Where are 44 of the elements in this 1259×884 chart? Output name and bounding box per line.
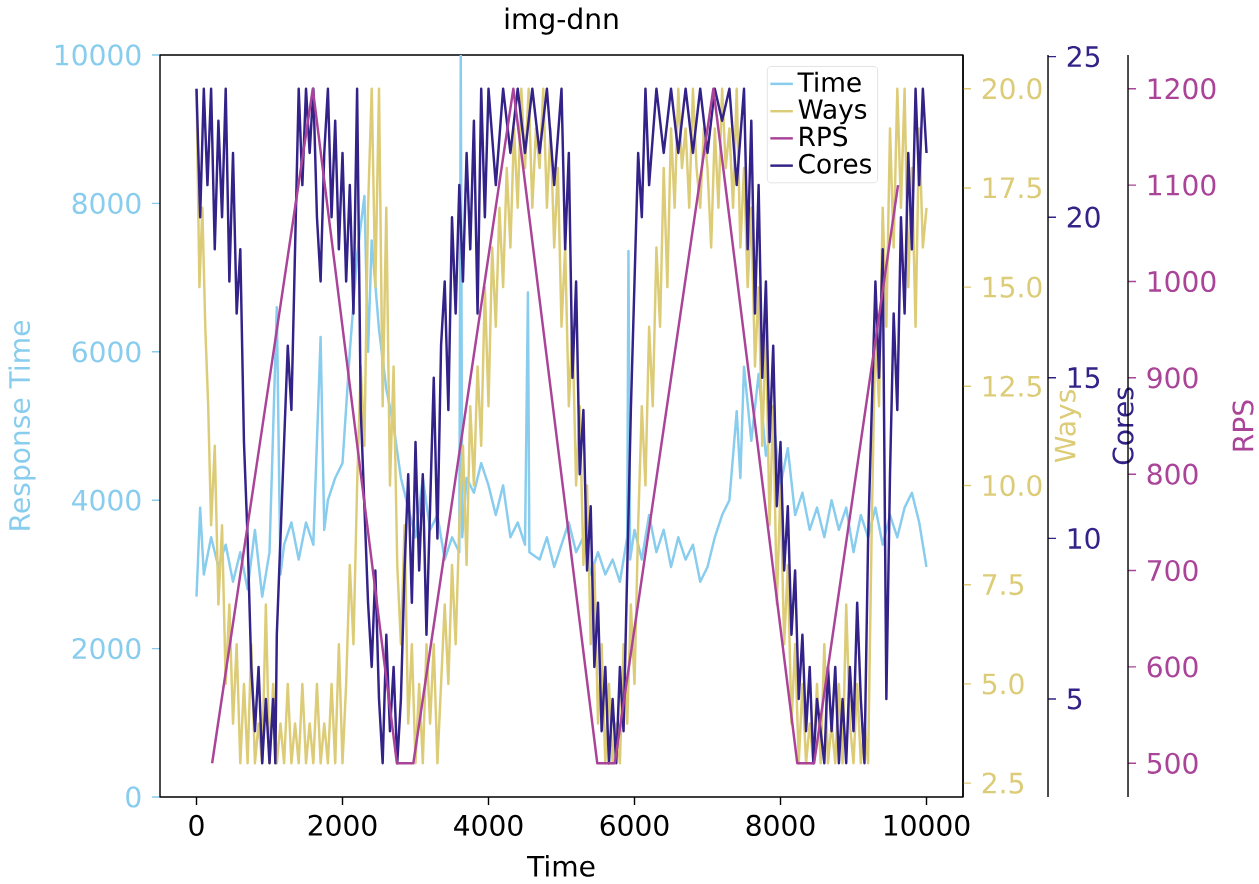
y2-tick-label: 12.5 [983, 375, 1041, 397]
legend-label: Cores [799, 153, 872, 174]
y3-axis-title: Cores [1112, 387, 1134, 465]
y-tick-label: 800 [1147, 463, 1198, 485]
y2-tick-label: 7.5 [983, 574, 1023, 596]
y-tick-label: 4000 [72, 489, 141, 511]
y-tick-label: 1200 [1148, 78, 1216, 100]
y-tick-label: 10000 [55, 44, 141, 66]
y2-axis-title: Ways [1054, 390, 1082, 463]
x-tick-label: 10000 [884, 814, 970, 836]
y-tick-label: 700 [1148, 559, 1198, 582]
y-tick-label: 600 [1147, 656, 1198, 678]
y3-tick-label: 20 [1067, 206, 1100, 228]
y-tick-label: 1000 [1148, 270, 1216, 293]
x-tick-label: 0 [189, 814, 204, 836]
legend-label: Ways [798, 99, 867, 125]
y-tick-label: 2000 [72, 637, 141, 660]
legend-label: Time [797, 71, 861, 93]
y-tick-label: 900 [1147, 367, 1198, 389]
chart-title: img-dnn [505, 7, 618, 35]
y-axis-title: Response Time [8, 321, 36, 530]
y2-tick-label: 5.0 [982, 673, 1024, 695]
x-tick-label: 4000 [454, 814, 523, 836]
y-tick-label: 1100 [1148, 174, 1216, 196]
y2-tick-label: 2.5 [982, 772, 1023, 794]
y3-tick-label: 15 [1068, 367, 1100, 389]
y3-tick-label: 25 [1067, 45, 1100, 68]
x-tick-label: 2000 [308, 814, 377, 836]
y-tick-label: 0 [126, 786, 141, 808]
text: RPS [1232, 400, 1254, 451]
x-tick-label: 8000 [746, 814, 815, 836]
x-tick-label: 6000 [600, 814, 669, 836]
y2-tick-label: 20.0 [982, 78, 1042, 100]
text: RPS [800, 126, 848, 147]
line-series [195, 55, 928, 598]
y3-tick-label: 5 [1067, 688, 1082, 710]
y2-tick-label: 17.5 [983, 177, 1041, 199]
y3-tick-label: 10 [1068, 527, 1100, 550]
y-tick-label: 6000 [72, 341, 141, 363]
y-tick-label: 8000 [72, 192, 141, 215]
y-tick-label: 500 [1147, 752, 1198, 774]
x-axis-title: Time [527, 855, 595, 877]
y2-tick-label: 15.0 [983, 276, 1042, 298]
y2-tick-label: 10.0 [983, 474, 1042, 497]
